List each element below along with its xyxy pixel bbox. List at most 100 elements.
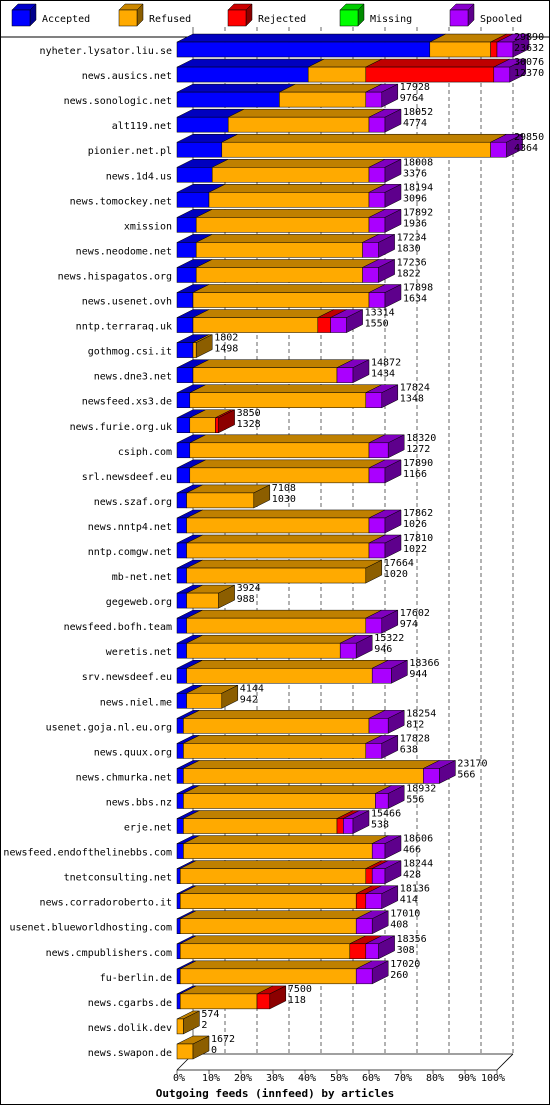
row-secondary: 1030 <box>272 494 296 505</box>
bar-side <box>387 434 405 459</box>
row-secondary: 812 <box>406 719 424 730</box>
bar-side <box>365 559 383 584</box>
legend-accepted: Accepted <box>11 3 90 27</box>
bar-side <box>371 910 389 935</box>
bar-spooled <box>496 33 530 58</box>
row-label: srl.newsdeef.eu <box>82 472 172 483</box>
bar-side <box>269 985 287 1010</box>
row-label: fu-berlin.de <box>100 973 172 984</box>
bar-refused <box>307 58 382 83</box>
bar-rejected <box>365 58 510 83</box>
row-secondary: 1166 <box>403 469 427 480</box>
row-label: newsfeed.xs3.de <box>82 397 172 408</box>
bar-refused <box>208 184 386 208</box>
row-secondary: 308 <box>397 945 415 956</box>
bar-accepted <box>176 133 238 158</box>
row-total: 30076 <box>514 57 544 68</box>
bar-refused <box>186 484 270 509</box>
bar-side <box>506 133 523 158</box>
bar-refused <box>186 509 386 534</box>
bar-refused <box>183 760 440 784</box>
bar-accepted <box>176 83 296 108</box>
bar-side <box>381 384 399 409</box>
bar-refused <box>189 384 382 408</box>
row-total: 18606 <box>403 834 433 845</box>
bar-side <box>384 835 402 859</box>
legend-refused: Refused <box>118 3 191 27</box>
x-axis-title: Outgoing feeds (innfeed) by articles <box>156 1087 394 1100</box>
bar-side <box>221 684 239 709</box>
x-tick-label: 100% <box>481 1073 505 1084</box>
row-label: news.neodome.net <box>76 246 172 257</box>
bar-refused <box>179 935 366 960</box>
bar-refused <box>211 159 386 183</box>
bar-refused <box>192 284 386 308</box>
row-secondary: 1272 <box>406 444 430 455</box>
row-label: news.niel.me <box>100 697 172 708</box>
row-label: news.usenet.ovh <box>82 297 172 308</box>
bar-side <box>381 734 399 759</box>
row-secondary: 1822 <box>397 268 421 279</box>
row-total: 17234 <box>397 232 427 243</box>
row-secondary: 1026 <box>403 519 427 530</box>
row-label: news.dne3.net <box>94 372 172 383</box>
bar-accepted <box>176 384 206 408</box>
row-secondary: 988 <box>237 594 255 605</box>
bar-spooled <box>343 810 370 834</box>
row-secondary: 942 <box>240 694 258 705</box>
row-label: alt119.net <box>112 121 172 132</box>
row-total: 18136 <box>400 884 430 895</box>
bar-refused <box>227 108 386 133</box>
bar-refused <box>279 83 382 108</box>
bar-side <box>355 634 373 659</box>
row-total: 18008 <box>403 157 433 168</box>
row-total: 7108 <box>272 483 296 494</box>
bar-accepted <box>176 33 446 58</box>
bar-spooled <box>368 184 402 208</box>
bar-side <box>378 935 395 960</box>
row-label: nntp.terraraq.uk <box>76 322 172 333</box>
row-label: news.cmpublishers.com <box>46 948 172 959</box>
bar-side <box>384 534 402 559</box>
row-total: 18244 <box>403 859 433 870</box>
bar-side <box>512 33 530 58</box>
bar-side <box>384 108 402 133</box>
row-total: 15322 <box>374 633 404 644</box>
bar-side <box>381 885 399 910</box>
row-secondary: 1498 <box>214 344 238 355</box>
row-label: nntp.comgw.net <box>88 547 172 558</box>
bar-refused <box>179 860 382 884</box>
row-secondary: 566 <box>457 769 475 780</box>
row-total: 17928 <box>400 82 430 93</box>
row-label: news.hispagatos.org <box>58 271 172 282</box>
row-total: 7500 <box>288 984 312 995</box>
bar-side <box>378 259 395 283</box>
legend-label: Rejected <box>258 14 306 25</box>
row-total: 18052 <box>403 107 433 118</box>
row-total: 18932 <box>406 783 436 794</box>
legend-label: Missing <box>370 14 412 25</box>
row-secondary: 414 <box>400 895 418 906</box>
bar-side <box>253 484 271 509</box>
bar-side <box>384 860 402 885</box>
row-total: 17810 <box>403 533 433 544</box>
bar-side <box>218 584 235 609</box>
bar-side <box>218 409 235 434</box>
bar-refused <box>192 309 334 333</box>
bar-accepted <box>176 409 206 434</box>
row-total: 3924 <box>237 583 261 594</box>
bar-spooled <box>365 83 398 108</box>
legend-rejected: Rejected <box>227 3 306 27</box>
